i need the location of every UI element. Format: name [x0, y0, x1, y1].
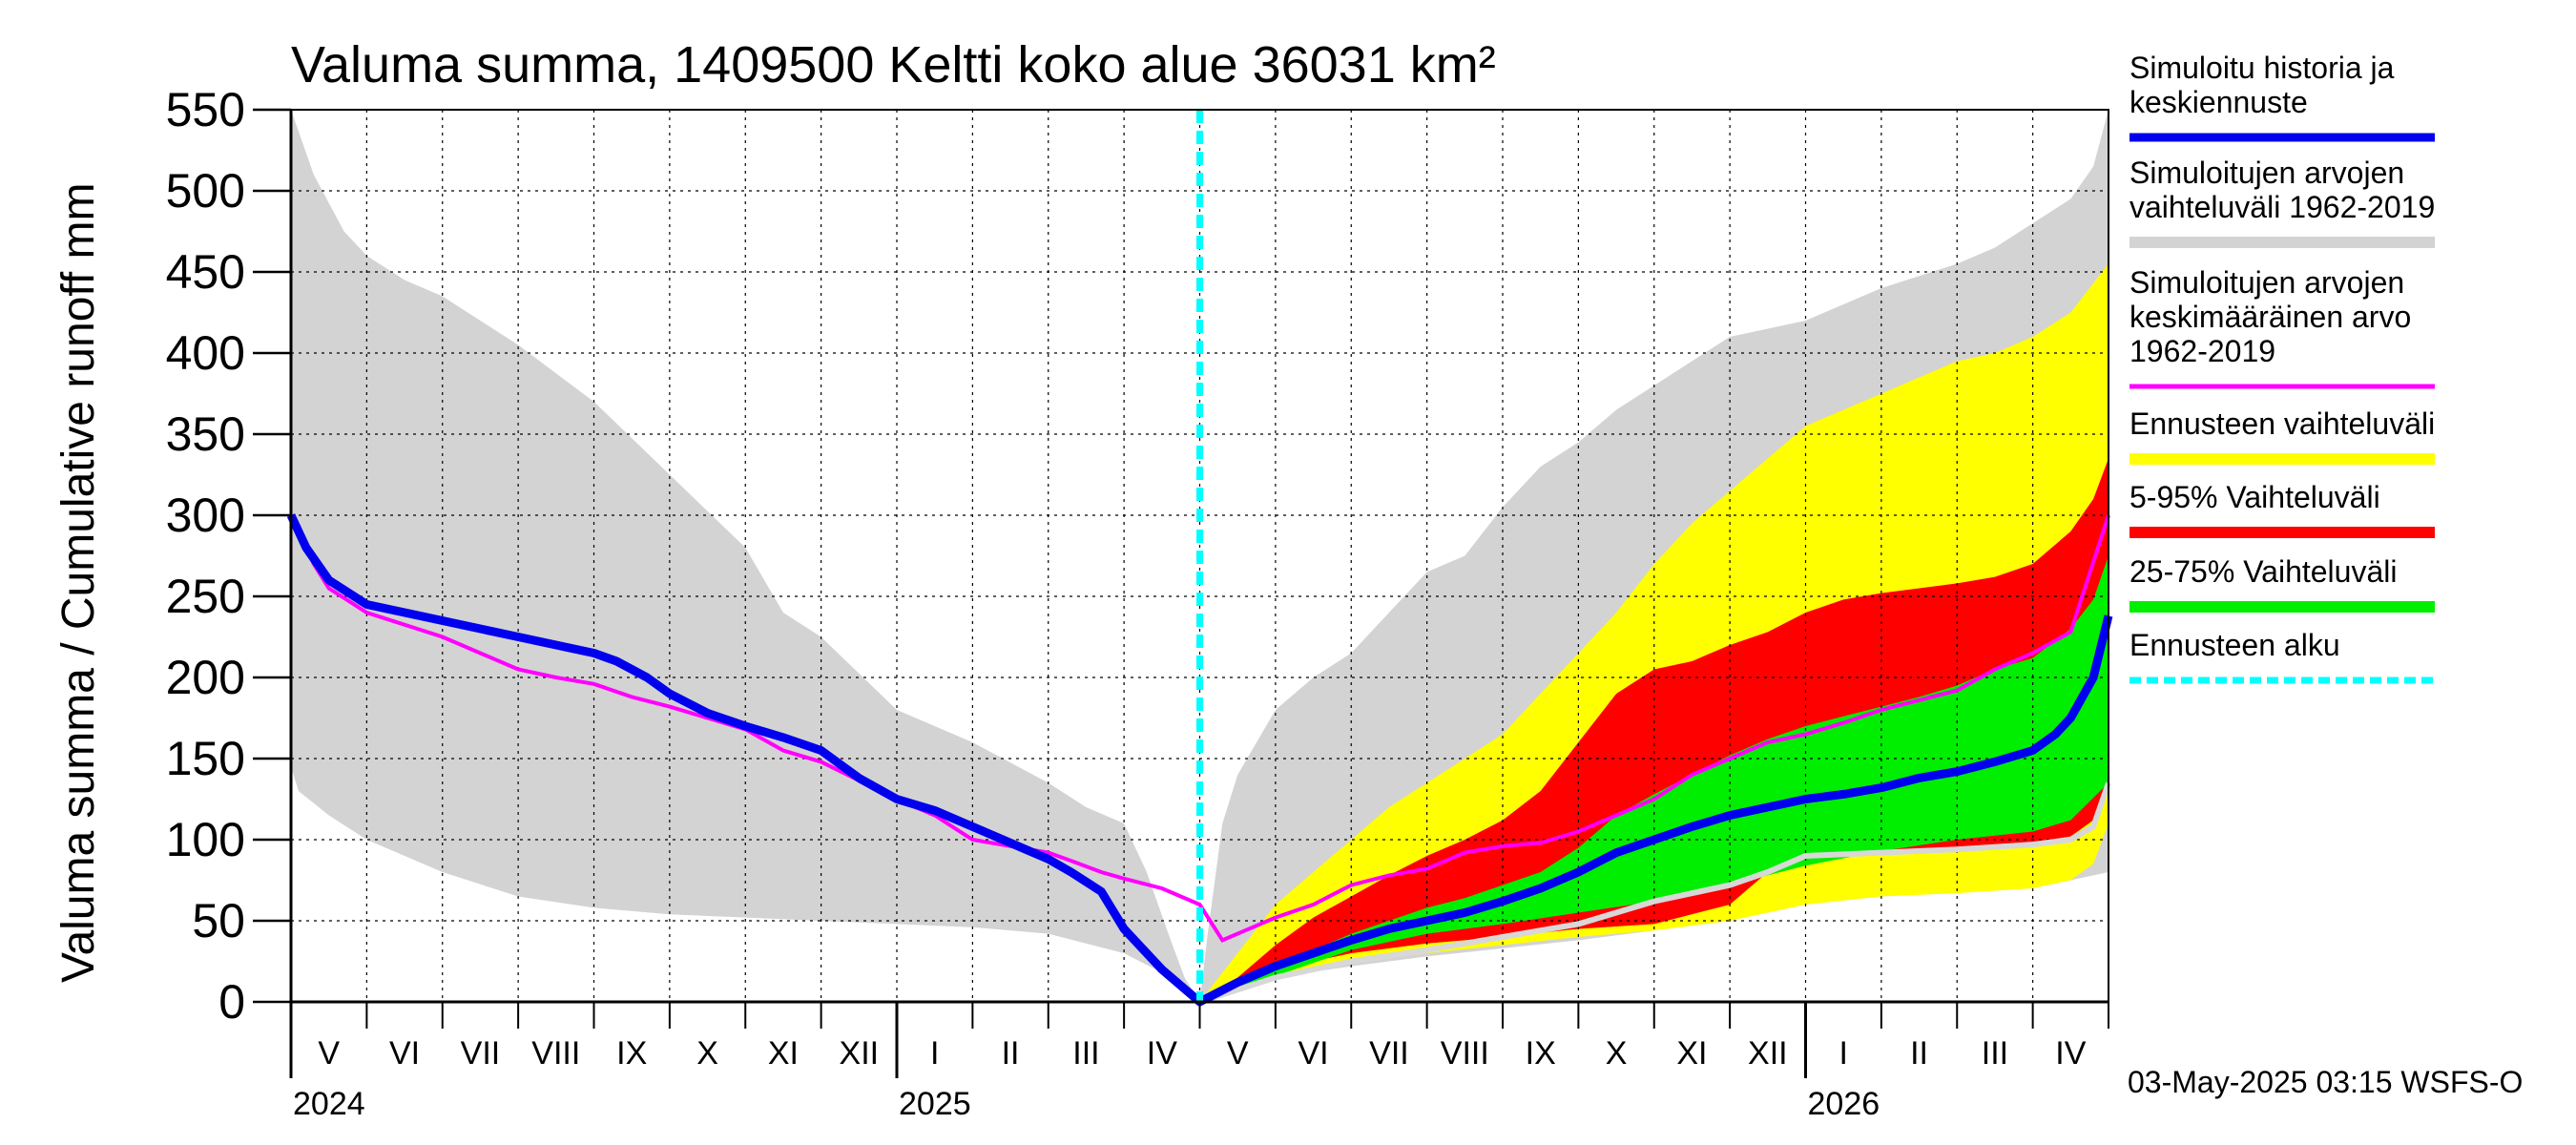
- x-year-label: 2025: [899, 1086, 971, 1122]
- x-month-label: II: [1002, 1035, 1020, 1072]
- x-month-label: VI: [389, 1035, 420, 1072]
- lower-forecast-line: [1198, 781, 2111, 1005]
- legend-label: 5-95% Vaihteluväli: [2129, 480, 2380, 514]
- x-month-label: XI: [768, 1035, 799, 1072]
- x-month-label: VII: [1369, 1035, 1409, 1072]
- mean-line: [289, 514, 2110, 943]
- legend-label: Simuloitujen arvojen: [2129, 265, 2404, 300]
- y-axis-label: Valuma summa / Cumulative runoff mm: [53, 183, 104, 984]
- legend-label: Ennusteen vaihteluväli: [2129, 406, 2435, 441]
- x-month-label: XII: [840, 1035, 880, 1072]
- y-tick-label: 450: [166, 245, 245, 299]
- x-year-label: 2024: [293, 1086, 365, 1122]
- x-month-label: I: [930, 1035, 939, 1072]
- y-tick-label: 300: [166, 489, 245, 542]
- y-tick-label: 400: [166, 326, 245, 380]
- x-month-label: XI: [1676, 1035, 1707, 1072]
- x-month-label: X: [1606, 1035, 1628, 1072]
- x-month-label: VII: [461, 1035, 501, 1072]
- legend-entry-p25_75: 25-75% Vaihteluväli: [2129, 554, 2435, 613]
- timestamp-footer: 03-May-2025 03:15 WSFS-O: [2128, 1065, 2523, 1099]
- x-month-label: IX: [616, 1035, 647, 1072]
- legend-entry-p5_95: 5-95% Vaihteluväli: [2129, 480, 2435, 538]
- legend-label: vaihteluväli 1962-2019: [2129, 190, 2435, 224]
- legend-label: Ennusteen alku: [2129, 628, 2340, 662]
- y-tick-label: 100: [166, 813, 245, 866]
- x-month-label: X: [696, 1035, 718, 1072]
- x-month-label: II: [1910, 1035, 1928, 1072]
- x-month-label: V: [318, 1035, 340, 1072]
- y-tick-label: 350: [166, 407, 245, 461]
- history-range-area-past: [291, 110, 1200, 1002]
- chart-legend: Simuloitu historia jakeskiennusteSimuloi…: [2129, 51, 2435, 684]
- chart-lines: [286, 110, 2113, 1007]
- y-tick-label: 500: [166, 164, 245, 218]
- y-tick-label: 0: [218, 975, 245, 1029]
- x-month-label: VI: [1298, 1035, 1329, 1072]
- x-month-label: IX: [1526, 1035, 1556, 1072]
- legend-label: keskimääräinen arvo: [2129, 300, 2411, 334]
- chart-title: Valuma summa, 1409500 Keltti koko alue 3…: [291, 36, 1496, 94]
- legend-label: 1962-2019: [2129, 334, 2275, 368]
- x-month-label: III: [1982, 1035, 2008, 1072]
- median-forecast-line: [286, 513, 2113, 1007]
- legend-label: Simuloitujen arvojen: [2129, 156, 2404, 190]
- x-month-label: IV: [1147, 1035, 1177, 1072]
- y-tick-label: 550: [166, 83, 245, 136]
- y-tick-label: 150: [166, 732, 245, 785]
- x-month-label: VIII: [1441, 1035, 1489, 1072]
- x-month-label: IV: [2055, 1035, 2086, 1072]
- legend-label: Simuloitu historia ja: [2129, 51, 2395, 85]
- x-month-label: XII: [1748, 1035, 1788, 1072]
- x-month-label: III: [1072, 1035, 1099, 1072]
- y-tick-label: 50: [192, 894, 245, 947]
- x-month-label: VIII: [531, 1035, 580, 1072]
- legend-label: 25-75% Vaihteluväli: [2129, 554, 2397, 589]
- x-year-label: 2026: [1808, 1086, 1880, 1122]
- x-month-label: I: [1839, 1035, 1847, 1072]
- legend-label: keskiennuste: [2129, 85, 2308, 119]
- y-tick-label: 250: [166, 570, 245, 623]
- x-month-label: V: [1227, 1035, 1249, 1072]
- legend-entry-forecast_range: Ennusteen vaihteluväli: [2129, 406, 2435, 465]
- legend-entry-forecast_start: Ennusteen alku: [2129, 628, 2435, 684]
- y-tick-label: 200: [166, 651, 245, 704]
